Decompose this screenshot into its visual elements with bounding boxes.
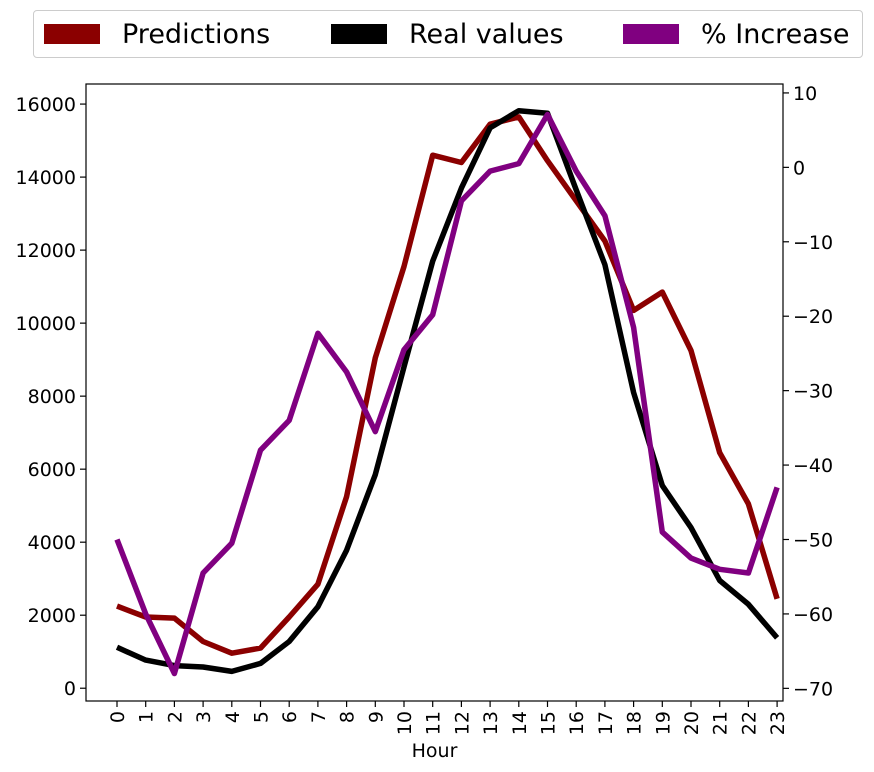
series-line-predictions — [116, 114, 780, 656]
legend-swatch-real-values — [331, 24, 387, 44]
left-y-tick-label: 2000 — [28, 605, 76, 627]
x-tick-label: 19 — [652, 711, 674, 735]
x-tick-label: 8 — [337, 711, 359, 723]
legend-item-percent-increase: % Increase — [623, 11, 850, 57]
right-y-tick-label: −40 — [793, 455, 833, 477]
legend-label-percent-increase: % Increase — [701, 18, 850, 50]
x-tick-label: 16 — [566, 711, 588, 735]
series-line-percent-increase — [114, 111, 780, 677]
x-tick-label: 6 — [279, 711, 301, 723]
legend-label-predictions: Predictions — [122, 18, 271, 50]
right-y-tick-label: −60 — [793, 604, 833, 626]
right-y-tick-label: 10 — [793, 83, 817, 105]
x-tick-label: 20 — [681, 711, 703, 735]
x-tick-label: 9 — [365, 711, 387, 723]
legend-item-predictions: Predictions — [44, 11, 270, 57]
left-y-axis: 0 2000 4000 6000 8000 10000 12000 14000 16000 — [16, 94, 86, 700]
x-tick-label: 7 — [308, 711, 330, 723]
x-tick-label: 5 — [251, 711, 273, 723]
x-tick-label: 17 — [595, 711, 617, 735]
x-axis-title: Hour — [412, 740, 458, 762]
left-y-tick-label: 14000 — [16, 167, 76, 189]
plot-frame — [85, 83, 784, 702]
legend-swatch-predictions — [44, 24, 100, 44]
left-y-tick-label: 10000 — [16, 313, 76, 335]
left-y-tick-label: 8000 — [28, 386, 76, 408]
legend-item-real-values: Real values — [331, 11, 564, 57]
x-tick-label: 13 — [480, 711, 502, 735]
right-y-axis: 10 0 −10 −20 −30 −40 −50 −60 −70 — [783, 83, 833, 700]
right-y-tick-label: 0 — [793, 157, 805, 179]
x-tick-label: 18 — [624, 711, 646, 735]
left-y-tick-label: 12000 — [16, 240, 76, 262]
x-tick-label: 3 — [193, 711, 215, 723]
x-tick-label: 4 — [222, 711, 244, 723]
right-y-tick-label: −20 — [793, 306, 833, 328]
x-tick-label: 0 — [107, 711, 129, 723]
left-y-tick-label: 16000 — [16, 94, 76, 116]
x-tick-label: 10 — [394, 711, 416, 735]
left-y-tick-label: 0 — [64, 678, 76, 700]
right-y-tick-label: −10 — [793, 232, 833, 254]
x-tick-label: 14 — [509, 711, 531, 735]
x-axis: 0 1 2 3 4 5 6 7 8 9 10 11 12 13 14 15 16 17 18 19 20 21 22 23 — [107, 701, 789, 735]
x-tick-label: 15 — [538, 711, 560, 735]
legend-swatch-percent-increase — [623, 24, 679, 44]
x-tick-label: 11 — [423, 711, 445, 735]
series-line-real-values — [115, 107, 780, 675]
left-y-tick-label: 4000 — [28, 532, 76, 554]
x-tick-label: 12 — [451, 711, 473, 735]
legend-label-real-values: Real values — [409, 18, 564, 50]
x-tick-label: 23 — [767, 711, 789, 735]
x-tick-label: 21 — [710, 711, 732, 735]
series-lines — [114, 107, 780, 677]
chart-legend: Predictions Real values % Increase — [33, 10, 863, 58]
x-tick-label: 2 — [164, 711, 186, 723]
left-y-tick-label: 6000 — [28, 459, 76, 481]
x-tick-label: 1 — [136, 711, 158, 723]
right-y-tick-label: −30 — [793, 381, 833, 403]
right-y-tick-label: −70 — [793, 678, 833, 700]
right-y-tick-label: −50 — [793, 529, 833, 551]
x-tick-label: 22 — [738, 711, 760, 735]
